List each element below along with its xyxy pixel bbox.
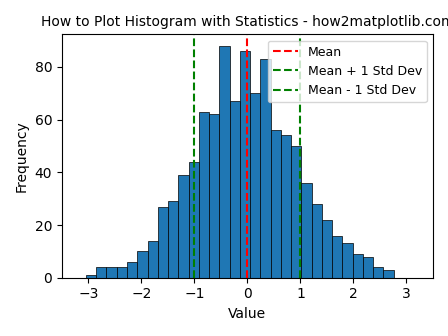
Legend: Mean, Mean + 1 Std Dev, Mean - 1 Std Dev: Mean, Mean + 1 Std Dev, Mean - 1 Std Dev <box>267 41 427 102</box>
Title: How to Plot Histogram with Statistics - how2matplotlib.com: How to Plot Histogram with Statistics - … <box>41 15 448 29</box>
Bar <box>373 267 383 278</box>
Bar <box>322 220 332 278</box>
Bar <box>107 267 117 278</box>
Bar <box>209 115 220 278</box>
Bar <box>281 135 291 278</box>
Bar <box>229 101 240 278</box>
Bar <box>353 254 363 278</box>
Bar <box>250 93 260 278</box>
Bar <box>189 162 199 278</box>
Y-axis label: Frequency: Frequency <box>15 120 29 192</box>
Bar <box>363 257 373 278</box>
Bar <box>291 146 302 278</box>
Bar <box>147 241 158 278</box>
Bar <box>240 51 250 278</box>
Bar <box>158 207 168 278</box>
Bar <box>342 244 353 278</box>
Bar <box>220 46 229 278</box>
Bar <box>178 175 189 278</box>
Bar <box>302 183 312 278</box>
Bar <box>199 112 209 278</box>
Bar <box>168 201 178 278</box>
X-axis label: Value: Value <box>228 307 267 321</box>
Bar <box>312 204 322 278</box>
Bar <box>260 59 271 278</box>
Bar <box>271 130 281 278</box>
Bar <box>332 236 342 278</box>
Bar <box>383 270 394 278</box>
Bar <box>86 275 96 278</box>
Bar <box>117 267 127 278</box>
Bar <box>96 267 107 278</box>
Bar <box>137 251 147 278</box>
Bar <box>127 262 137 278</box>
